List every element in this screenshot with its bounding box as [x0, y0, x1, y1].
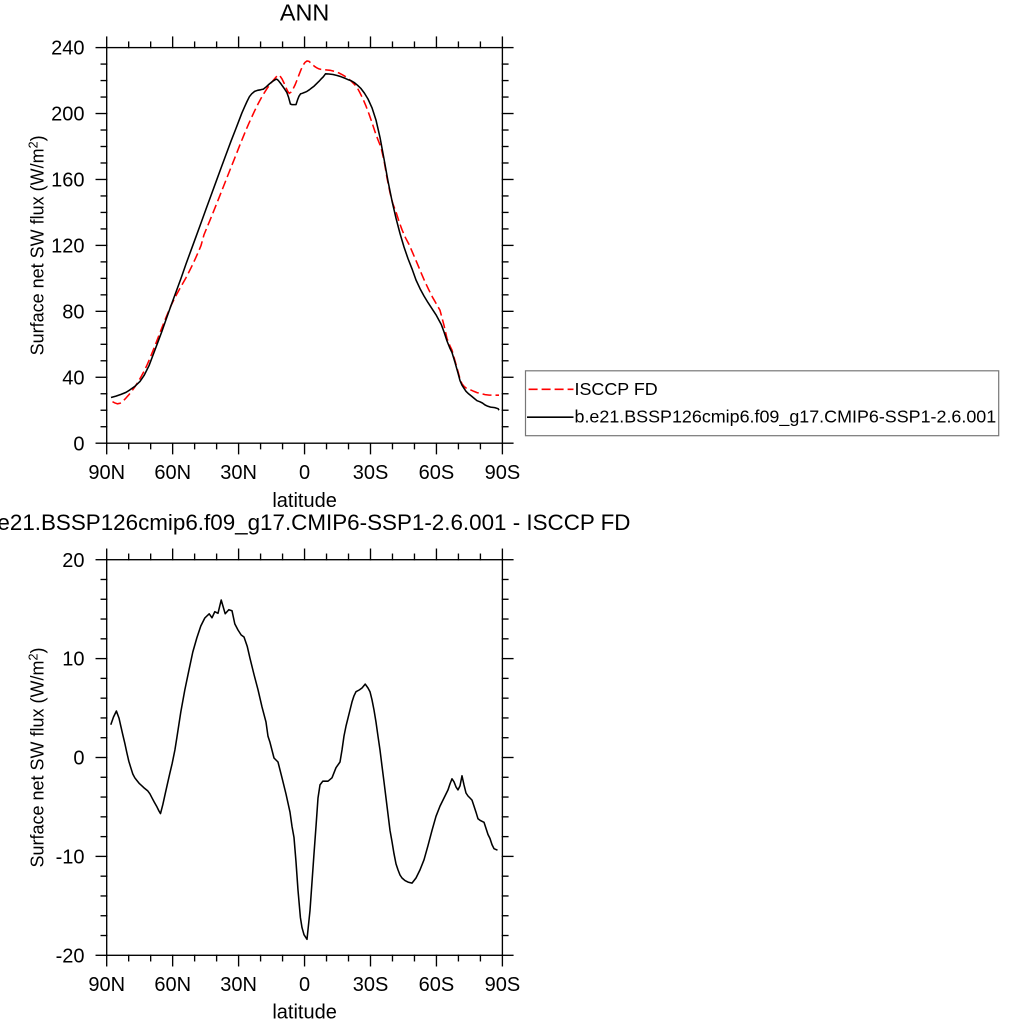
svg-text:0: 0: [73, 748, 84, 770]
svg-text:0: 0: [299, 974, 310, 996]
svg-text:10: 10: [62, 649, 84, 671]
svg-text:ANN: ANN: [280, 0, 329, 26]
svg-text:80: 80: [62, 301, 84, 323]
svg-text:200: 200: [51, 104, 84, 126]
svg-text:-10: -10: [56, 847, 85, 869]
svg-text:90S: 90S: [485, 462, 521, 484]
svg-text:90N: 90N: [88, 974, 125, 996]
svg-text:60N: 60N: [154, 462, 191, 484]
svg-text:b.e21.BSSP126cmip6.f09_g17.CMI: b.e21.BSSP126cmip6.f09_g17.CMIP6-SSP1-2.…: [575, 406, 997, 427]
svg-text:Surface net SW flux (W/m2): Surface net SW flux (W/m2): [27, 135, 48, 355]
svg-text:latitude: latitude: [272, 1002, 337, 1024]
svg-text:30S: 30S: [353, 462, 389, 484]
svg-text:240: 240: [51, 38, 84, 60]
svg-text:160: 160: [51, 170, 84, 192]
svg-text:90N: 90N: [88, 462, 125, 484]
svg-text:latitude: latitude: [272, 490, 337, 512]
svg-text:0: 0: [73, 433, 84, 455]
svg-text:0: 0: [299, 462, 310, 484]
svg-text:20: 20: [62, 550, 84, 572]
svg-text:40: 40: [62, 367, 84, 389]
svg-text:30N: 30N: [220, 462, 257, 484]
svg-text:-20: -20: [56, 945, 85, 967]
svg-text:60N: 60N: [154, 974, 191, 996]
svg-text:ISCCP FD: ISCCP FD: [575, 379, 658, 399]
svg-text:30S: 30S: [353, 974, 389, 996]
svg-text:Surface net SW flux (W/m2): Surface net SW flux (W/m2): [27, 647, 48, 867]
svg-text:120: 120: [51, 236, 84, 258]
svg-text:30N: 30N: [220, 974, 257, 996]
svg-text:60S: 60S: [419, 974, 455, 996]
svg-text:b.e21.BSSP126cmip6.f09_g17.CMI: b.e21.BSSP126cmip6.f09_g17.CMIP6-SSP1-2.…: [0, 510, 630, 535]
svg-text:90S: 90S: [485, 974, 521, 996]
svg-text:60S: 60S: [419, 462, 455, 484]
